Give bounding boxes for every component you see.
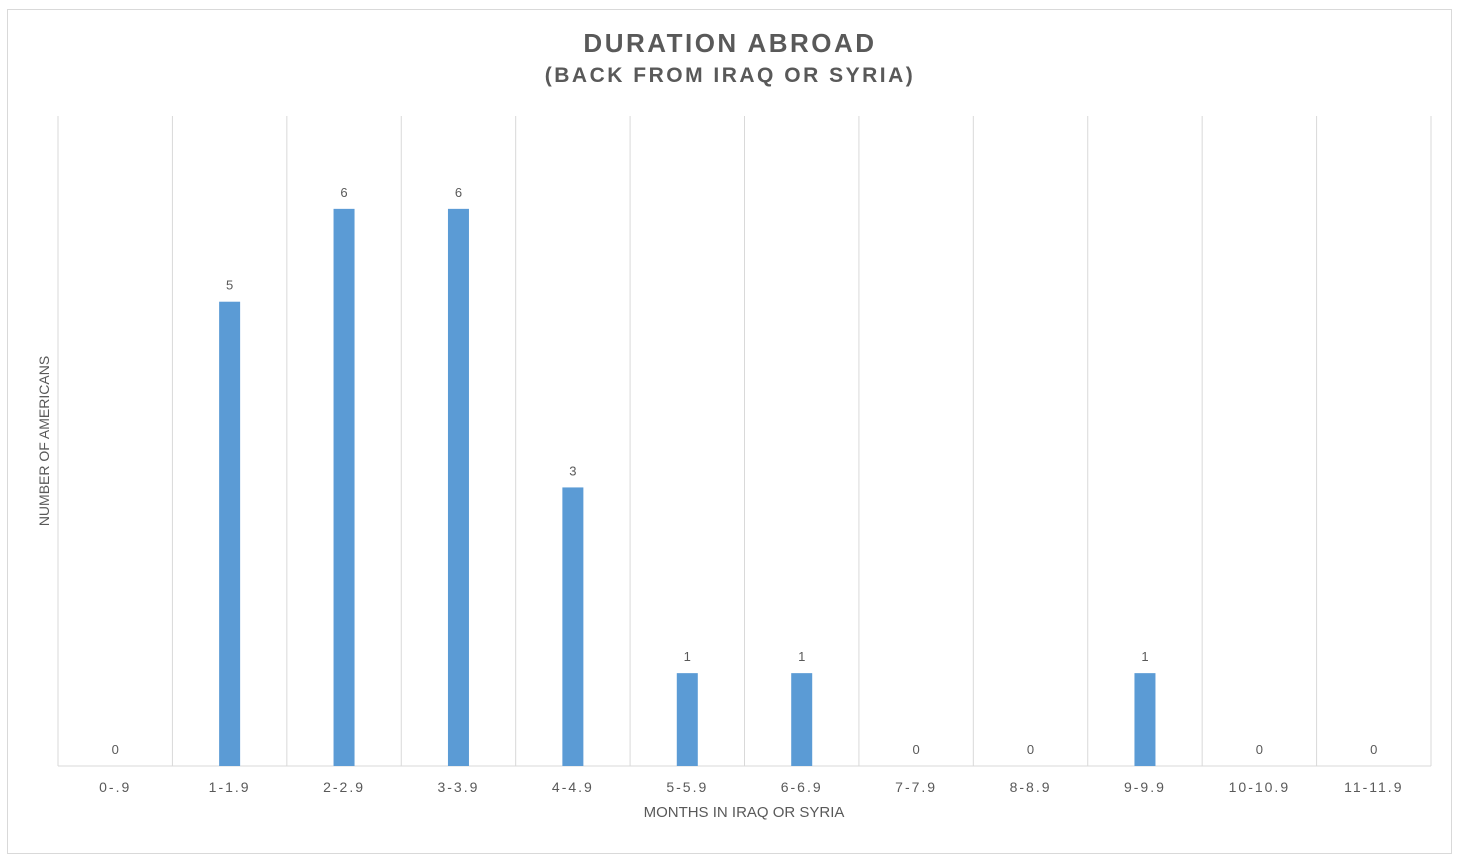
x-tick-label: 10-10.9 bbox=[1229, 779, 1290, 795]
x-tick-label: 9-9.9 bbox=[1124, 779, 1166, 795]
x-tick-label: 1-1.9 bbox=[209, 779, 251, 795]
x-tick-label: 7-7.9 bbox=[895, 779, 937, 795]
x-tick-label: 0-.9 bbox=[99, 779, 131, 795]
chart-area bbox=[7, 9, 1452, 854]
x-tick-label: 4-4.9 bbox=[552, 779, 594, 795]
data-label: 0 bbox=[913, 742, 920, 757]
bar bbox=[676, 673, 698, 766]
x-tick-label: 5-5.9 bbox=[666, 779, 708, 795]
data-label: 1 bbox=[1141, 649, 1148, 664]
bar bbox=[333, 208, 355, 766]
chart-subtitle: (BACK FROM IRAQ OR SYRIA) bbox=[544, 64, 916, 87]
chart-title: DURATION ABROAD bbox=[583, 28, 877, 58]
x-tick-label: 2-2.9 bbox=[323, 779, 365, 795]
data-label: 1 bbox=[684, 649, 691, 664]
x-tick-label: 6-6.9 bbox=[781, 779, 823, 795]
bar bbox=[447, 208, 469, 766]
bar bbox=[791, 673, 813, 766]
bar bbox=[562, 487, 584, 766]
x-tick-label: 3-3.9 bbox=[437, 779, 479, 795]
bar bbox=[1134, 673, 1156, 766]
data-label: 0 bbox=[112, 742, 119, 757]
data-label: 6 bbox=[340, 185, 347, 200]
data-label: 0 bbox=[1027, 742, 1034, 757]
data-label: 0 bbox=[1256, 742, 1263, 757]
x-axis-label: MONTHS IN IRAQ OR SYRIA bbox=[643, 804, 845, 821]
data-label: 1 bbox=[798, 649, 805, 664]
data-label: 5 bbox=[226, 278, 233, 293]
x-tick-label: 8-8.9 bbox=[1010, 779, 1052, 795]
bar bbox=[219, 301, 241, 766]
data-label: 6 bbox=[455, 185, 462, 200]
x-tick-label: 11-11.9 bbox=[1344, 779, 1403, 795]
data-label: 0 bbox=[1370, 742, 1377, 757]
data-label: 3 bbox=[569, 463, 576, 478]
